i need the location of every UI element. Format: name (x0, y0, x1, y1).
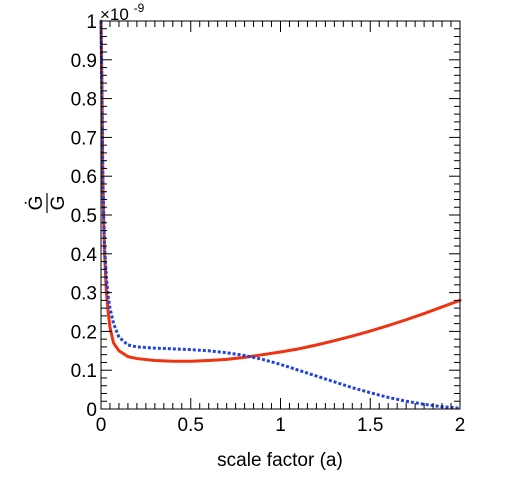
y-tick-label: 0.1 (71, 361, 97, 382)
axis-layer: 0 0.5 1 1.5 2 0 0.1 0.2 0.3 0.4 0.5 0.6 0.7 0.8 0.9 1 (71, 12, 466, 436)
y-tick-label: 0.9 (71, 51, 97, 72)
y-tick-label: 0.7 (71, 128, 97, 149)
x-tick-label: 0 (96, 415, 107, 436)
y-tick-label: 0.3 (71, 284, 97, 305)
x-tick-label: 0.5 (178, 415, 204, 436)
y-tick-label: 0.6 (71, 167, 97, 188)
y-multiplier-label: ×10 -9 (100, 1, 145, 24)
y-multiplier-exponent: -9 (134, 1, 145, 15)
series-line-2 (99, 20, 461, 410)
y-tick-label: 0.5 (71, 206, 97, 227)
series-layer (99, 19, 462, 410)
y-axis-title: Ġ G (25, 193, 69, 213)
y-multiplier-base: ×10 (100, 5, 129, 24)
y-tick-label: 0.8 (71, 90, 97, 111)
y-axis-title-numerator: Ġ (25, 196, 47, 211)
y-tick-label: 0.2 (71, 322, 97, 343)
y-axis-title-denominator: G (48, 196, 69, 211)
x-tick-label: 1.5 (357, 415, 383, 436)
y-tick-label: 1 (86, 12, 97, 33)
y-tick-label: 0.4 (71, 245, 98, 266)
x-tick-label: 2 (455, 415, 466, 436)
y-tick-label: 0 (86, 400, 97, 421)
x-tick-label: 1 (275, 415, 286, 436)
x-axis-title: scale factor (a) (217, 450, 343, 471)
